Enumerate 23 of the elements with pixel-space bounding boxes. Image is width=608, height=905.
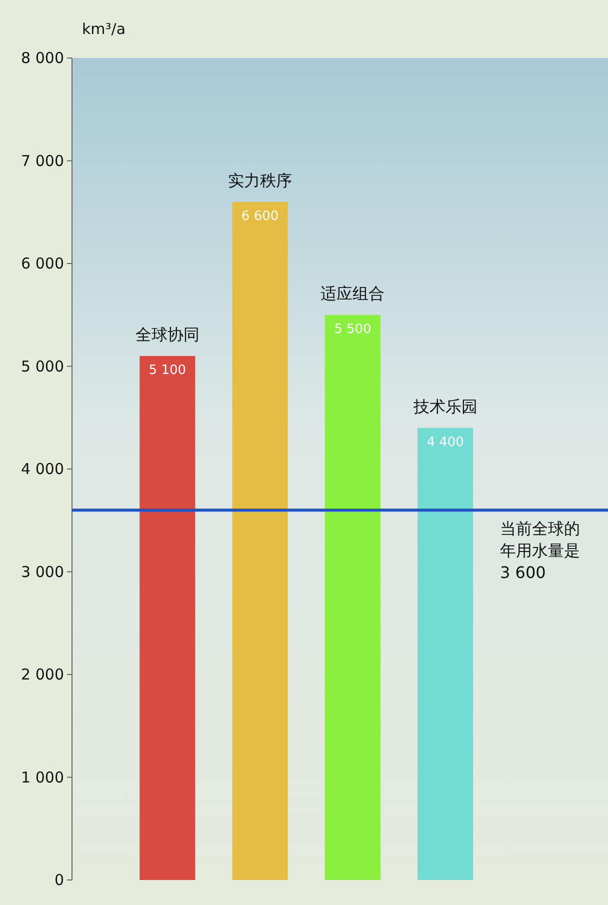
y-axis-title: km³/a <box>82 20 126 38</box>
y-tick-label: 5 000 <box>21 357 64 376</box>
y-tick-label: 3 000 <box>21 562 64 581</box>
x-tick-label: 技术乐园 <box>412 396 478 416</box>
y-tick-label: 2 000 <box>21 666 64 684</box>
y-tick-label: 7 000 <box>21 152 64 170</box>
y-tick-label: 8 000 <box>21 49 64 67</box>
y-tick-label: 6 000 <box>21 254 64 272</box>
y-tick-label: 1 000 <box>21 768 64 786</box>
data-label: 5 100 <box>148 362 186 378</box>
bar <box>324 314 380 880</box>
bar <box>418 428 474 880</box>
ref-line-label: 当前全球的年用水量是 3 600 <box>500 518 581 584</box>
bar <box>140 356 196 880</box>
data-label: 4 400 <box>426 434 464 450</box>
x-tick-label: 全球协同 <box>135 324 200 344</box>
x-tick-label: 实力秩序 <box>228 170 292 190</box>
bar <box>232 202 288 880</box>
x-tick-label: 适应组合 <box>320 284 385 303</box>
y-tick-label: 0 <box>54 871 64 889</box>
data-label: 6 600 <box>241 208 279 224</box>
y-tick-label: 4 000 <box>21 460 64 478</box>
data-label: 5 500 <box>334 322 372 337</box>
